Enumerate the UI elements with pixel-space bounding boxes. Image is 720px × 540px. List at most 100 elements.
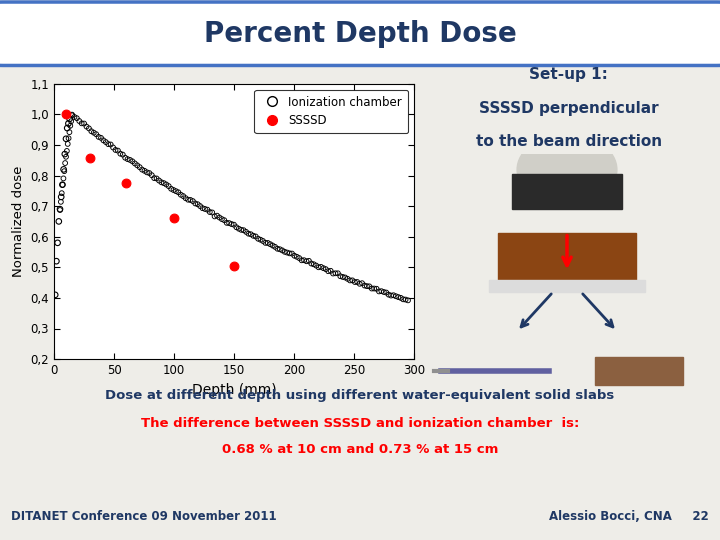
Point [114, 150, 126, 158]
Text: Alessio Bocci, CNA     22: Alessio Bocci, CNA 22 [549, 510, 709, 523]
Point [339, 273, 351, 282]
Bar [595, 357, 683, 386]
Text: Set-up 1:: Set-up 1: [529, 68, 608, 83]
Text: Percent Depth Dose: Percent Depth Dose [204, 20, 516, 48]
Point [202, 205, 213, 214]
Point [279, 247, 290, 256]
Point [402, 296, 414, 305]
Point [53, 217, 65, 226]
Point [400, 295, 411, 304]
Point [175, 191, 186, 199]
Bar [511, 174, 623, 209]
Point [143, 169, 155, 178]
Point [245, 230, 256, 239]
Point [235, 226, 247, 234]
Point [57, 180, 68, 189]
Y-axis label: Normalized dose: Normalized dose [12, 166, 24, 277]
Point [369, 284, 380, 293]
Point [132, 161, 143, 170]
Bar [498, 233, 636, 282]
Point [54, 205, 66, 213]
Point [373, 287, 384, 296]
Point [168, 186, 179, 194]
Text: SSSSD perpendicular: SSSSD perpendicular [479, 101, 659, 116]
Point [153, 176, 165, 185]
Point [58, 165, 69, 174]
Point [356, 279, 368, 287]
Point [100, 138, 112, 146]
Point [182, 195, 194, 204]
Point [320, 265, 332, 273]
Point [86, 127, 97, 136]
Point [63, 119, 74, 128]
Point [93, 133, 104, 141]
Point [294, 254, 305, 262]
Point [380, 288, 392, 297]
Point [158, 179, 170, 187]
Point [250, 232, 261, 241]
Point [330, 269, 341, 278]
Point [366, 284, 377, 293]
Point [395, 294, 407, 302]
Point [139, 166, 150, 175]
Point [364, 282, 375, 291]
Point [233, 225, 245, 233]
Point [192, 200, 204, 208]
Point [397, 295, 409, 303]
Point [223, 219, 235, 227]
Point [219, 216, 230, 225]
Point [58, 174, 69, 183]
Point [371, 285, 382, 293]
Point [57, 180, 68, 189]
Point [359, 281, 370, 290]
Point [125, 156, 136, 164]
Point [161, 180, 172, 189]
Point [107, 143, 119, 152]
FancyBboxPatch shape [0, 2, 720, 65]
Point [361, 282, 373, 291]
Point [332, 269, 343, 278]
Point [385, 291, 397, 300]
Point [76, 119, 87, 127]
Point [105, 140, 117, 149]
Point [267, 241, 279, 250]
Point [60, 110, 72, 119]
Point [129, 159, 140, 168]
Point [221, 219, 233, 227]
Point [64, 114, 76, 123]
Point [257, 237, 269, 245]
Point [84, 124, 95, 133]
Point [253, 234, 264, 243]
Point [287, 249, 298, 258]
Point [211, 211, 222, 220]
Point [122, 155, 133, 164]
Point [52, 239, 63, 247]
Point [50, 291, 61, 299]
Point [177, 192, 189, 200]
Point [112, 146, 124, 155]
Point [243, 230, 254, 238]
Point [59, 159, 71, 167]
Point [378, 288, 390, 296]
Point [388, 291, 400, 300]
Point [173, 188, 184, 197]
Point [136, 165, 148, 174]
Point [60, 134, 72, 143]
Point [102, 140, 114, 149]
Point [312, 263, 324, 272]
Point [78, 119, 90, 128]
Bar [490, 280, 644, 292]
Point [346, 276, 358, 285]
Point [209, 212, 220, 221]
Point [337, 273, 348, 281]
Point [134, 163, 145, 172]
Point [71, 114, 83, 123]
Point [63, 134, 74, 143]
Point [354, 280, 366, 288]
Point [120, 153, 131, 162]
Point [66, 110, 78, 119]
Point [310, 261, 322, 270]
Point [255, 235, 266, 244]
Point [59, 150, 71, 158]
Point [166, 185, 177, 193]
